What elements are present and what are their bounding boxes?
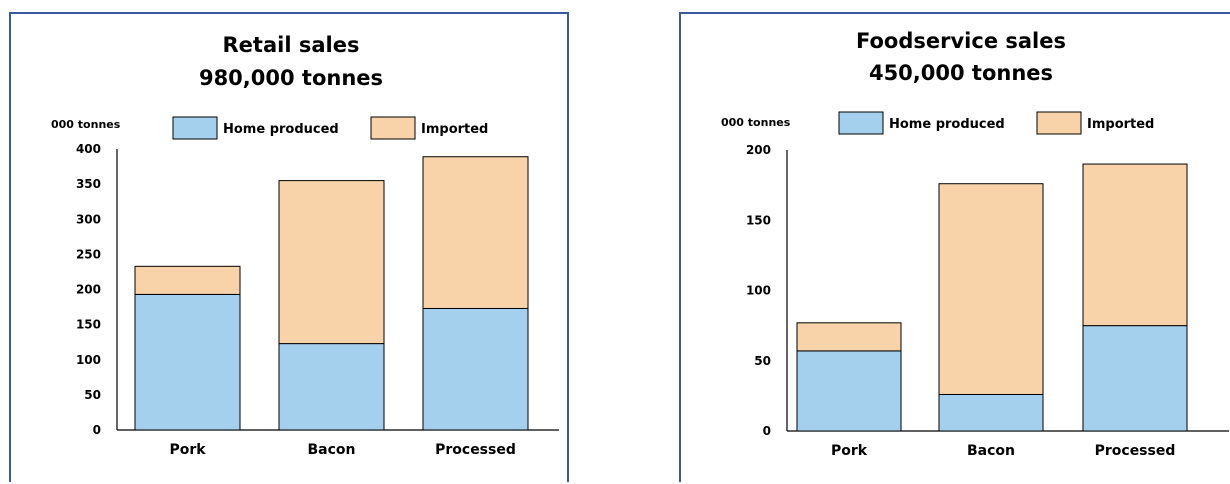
chart-title-line-2: 980,000 tonnes bbox=[199, 66, 383, 90]
chart-title-line-2: 450,000 tonnes bbox=[869, 61, 1053, 85]
x-category-label-bacon: Bacon bbox=[307, 442, 355, 458]
chart-title-line-1: Retail sales bbox=[223, 33, 360, 57]
y-tick-label: 250 bbox=[76, 247, 101, 261]
y-tick-label: 200 bbox=[76, 283, 101, 297]
y-tick-label: 200 bbox=[746, 143, 771, 157]
y-tick-label: 50 bbox=[754, 354, 771, 368]
legend-label-home-produced: Home produced bbox=[223, 122, 339, 137]
legend-swatch-home-produced bbox=[838, 111, 884, 135]
y-tick-label: 150 bbox=[746, 213, 771, 227]
bar-pork-home-produced bbox=[796, 350, 902, 432]
bar-bacon-home-produced bbox=[938, 393, 1044, 432]
y-tick-label: 50 bbox=[84, 388, 101, 402]
bar-pork-imported bbox=[134, 265, 241, 295]
y-tick-label: 150 bbox=[76, 318, 101, 332]
y-tick-label: 0 bbox=[93, 423, 101, 437]
bar-processed-imported bbox=[1082, 163, 1188, 327]
bar-pork-imported bbox=[796, 322, 902, 352]
foodservice-sales-panel: Foodservice sales 450,000 tonnes 000 tonne… bbox=[679, 12, 1230, 482]
legend-swatch-imported bbox=[1036, 111, 1082, 135]
bar-bacon-home-produced bbox=[278, 343, 385, 431]
x-category-label-pork: Pork bbox=[831, 443, 868, 459]
y-tick-label: 0 bbox=[763, 424, 771, 438]
y-tick-label: 100 bbox=[746, 284, 771, 298]
retail-sales-panel: Retail sales 980,000 tonnes 000 tonnes Home… bbox=[9, 12, 569, 482]
y-axis-unit-label: 000 tonnes bbox=[721, 116, 791, 129]
bar-bacon-imported bbox=[278, 180, 385, 345]
bar-processed-imported bbox=[422, 156, 529, 309]
x-category-label-processed: Processed bbox=[1095, 443, 1176, 459]
y-axis-unit-label: 000 tonnes bbox=[51, 118, 121, 131]
x-category-label-bacon: Bacon bbox=[967, 443, 1015, 459]
retail-sales-chart: Retail sales 980,000 tonnes 000 tonnes Home… bbox=[51, 33, 559, 458]
bar-bacon-imported bbox=[938, 183, 1044, 395]
x-category-label-pork: Pork bbox=[169, 442, 206, 458]
legend-label-home-produced: Home produced bbox=[889, 117, 1005, 132]
x-category-label-processed: Processed bbox=[435, 442, 516, 458]
bar-pork-home-produced bbox=[134, 293, 241, 431]
legend-label-imported: Imported bbox=[421, 122, 488, 137]
y-tick-label: 100 bbox=[76, 353, 101, 367]
legend-swatch-home-produced bbox=[172, 116, 218, 140]
y-tick-label: 350 bbox=[76, 177, 101, 191]
y-tick-label: 300 bbox=[76, 212, 101, 226]
y-tick-label: 400 bbox=[76, 142, 101, 156]
bar-processed-home-produced bbox=[1082, 325, 1188, 432]
legend-label-imported: Imported bbox=[1087, 117, 1154, 132]
legend-swatch-imported bbox=[370, 116, 416, 140]
chart-title-line-1: Foodservice sales bbox=[856, 29, 1066, 53]
bar-processed-home-produced bbox=[422, 307, 529, 431]
foodservice-sales-chart: Foodservice sales 450,000 tonnes 000 tonne… bbox=[721, 29, 1229, 459]
